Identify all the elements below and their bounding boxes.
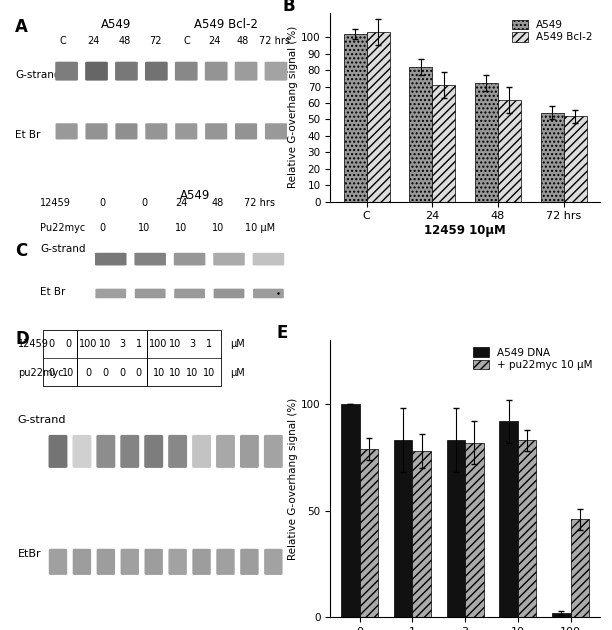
Text: C: C <box>15 242 28 260</box>
Text: 0: 0 <box>48 368 54 378</box>
Bar <box>564 116 587 202</box>
Bar <box>465 442 483 617</box>
Bar <box>43 331 77 386</box>
Text: 0: 0 <box>99 198 105 208</box>
Text: 3: 3 <box>119 339 125 349</box>
Text: G-strand: G-strand <box>40 244 86 255</box>
Bar <box>552 613 571 617</box>
Text: 0: 0 <box>48 339 54 349</box>
Bar <box>412 451 431 617</box>
Text: G-strand: G-strand <box>15 70 61 80</box>
Y-axis label: Relative G-overhang signal (%): Relative G-overhang signal (%) <box>288 398 299 560</box>
Text: A549 Bcl-2: A549 Bcl-2 <box>194 18 258 30</box>
Bar <box>394 440 412 617</box>
Text: 48: 48 <box>237 35 249 45</box>
Text: 10: 10 <box>170 368 182 378</box>
Text: 100: 100 <box>79 339 97 349</box>
Legend: A549, A549 Bcl-2: A549, A549 Bcl-2 <box>510 18 594 45</box>
Text: D: D <box>15 331 29 348</box>
Text: A: A <box>15 18 28 35</box>
Text: 72: 72 <box>149 35 162 45</box>
X-axis label: 12459 10μM: 12459 10μM <box>424 224 506 237</box>
Text: 72 hrs: 72 hrs <box>258 35 289 45</box>
Text: EtBr: EtBr <box>18 549 42 559</box>
Text: 0: 0 <box>99 223 105 233</box>
Text: 10 μM: 10 μM <box>245 223 275 233</box>
Bar <box>367 32 390 202</box>
Text: pu22myc: pu22myc <box>18 368 64 378</box>
Text: μM: μM <box>230 368 245 378</box>
Bar <box>571 519 589 617</box>
Bar <box>475 83 498 202</box>
Text: E: E <box>277 324 288 341</box>
Bar <box>359 449 378 617</box>
Text: 10: 10 <box>186 368 198 378</box>
Text: Pu22myc: Pu22myc <box>40 223 86 233</box>
Text: 24: 24 <box>209 35 221 45</box>
Text: 10: 10 <box>152 368 165 378</box>
Text: A549: A549 <box>101 18 132 30</box>
Text: 12459: 12459 <box>40 198 71 208</box>
Text: B: B <box>282 0 294 16</box>
Text: 12459: 12459 <box>18 339 49 349</box>
Legend: A549 DNA, + pu22myc 10 μM: A549 DNA, + pu22myc 10 μM <box>471 345 594 372</box>
Text: 10: 10 <box>175 223 187 233</box>
Bar <box>447 440 465 617</box>
Bar <box>409 67 432 202</box>
Text: 10: 10 <box>203 368 215 378</box>
Text: μM: μM <box>230 339 245 349</box>
Text: 72 hrs: 72 hrs <box>244 198 275 208</box>
Text: Et Br: Et Br <box>40 287 65 297</box>
Text: 48: 48 <box>212 198 224 208</box>
Text: 0: 0 <box>65 339 72 349</box>
Bar <box>343 34 367 202</box>
Text: 10: 10 <box>138 223 151 233</box>
Text: 0: 0 <box>85 368 91 378</box>
Text: 10: 10 <box>99 339 111 349</box>
Text: C: C <box>59 35 66 45</box>
Text: Et Br: Et Br <box>15 130 40 140</box>
Text: 0: 0 <box>141 198 147 208</box>
Text: 24: 24 <box>175 198 187 208</box>
Text: 0: 0 <box>102 368 108 378</box>
Text: C: C <box>184 35 190 45</box>
Text: 10: 10 <box>62 368 75 378</box>
Text: 24: 24 <box>88 35 100 45</box>
Bar <box>341 404 359 617</box>
Y-axis label: Relative G-overhang signal (%): Relative G-overhang signal (%) <box>288 26 299 188</box>
Text: 10: 10 <box>212 223 224 233</box>
Text: G-strand: G-strand <box>18 415 66 425</box>
Text: A549: A549 <box>180 189 211 202</box>
Bar <box>499 421 518 617</box>
Text: 1: 1 <box>136 339 142 349</box>
Text: 48: 48 <box>119 35 131 45</box>
Bar <box>147 331 220 386</box>
Text: 100: 100 <box>149 339 168 349</box>
Bar <box>498 100 521 202</box>
Bar <box>432 85 455 202</box>
Text: 0: 0 <box>119 368 125 378</box>
Bar <box>518 440 536 617</box>
Text: 10: 10 <box>170 339 182 349</box>
Text: 0: 0 <box>136 368 142 378</box>
Bar <box>77 331 147 386</box>
Text: 1: 1 <box>206 339 212 349</box>
Text: 3: 3 <box>189 339 195 349</box>
Bar <box>540 113 564 202</box>
